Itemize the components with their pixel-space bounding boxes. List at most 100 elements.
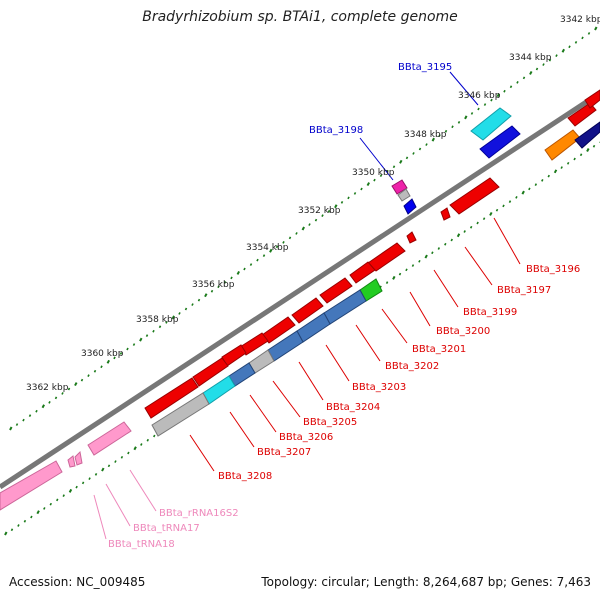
tick-mark	[581, 36, 584, 40]
tick-mark	[107, 464, 111, 468]
tick-mark	[43, 507, 46, 510]
tick-mark	[30, 515, 33, 519]
tick-mark	[56, 498, 59, 502]
tick-mark	[15, 423, 19, 426]
tick-mark	[152, 329, 155, 333]
tick-mark	[451, 125, 454, 129]
tick-mark	[489, 211, 493, 216]
gene-label: BBta_3205	[303, 417, 357, 428]
gene-label: BBta_3204	[326, 402, 380, 413]
tick-mark	[210, 289, 214, 293]
tick-mark	[106, 359, 110, 364]
scale-label: 3358 kbp	[136, 315, 179, 325]
tick-mark	[61, 392, 64, 395]
tick-mark	[184, 307, 188, 311]
tick-mark	[541, 178, 544, 182]
gene-arrow	[192, 357, 229, 387]
tick-mark	[87, 374, 90, 378]
tick-mark	[146, 438, 149, 442]
label-leader-line	[229, 411, 255, 448]
tick-mark	[405, 268, 408, 272]
tick-mark	[295, 232, 298, 235]
tick-mark	[49, 502, 52, 506]
tick-mark	[269, 248, 273, 253]
tick-mark	[553, 169, 558, 174]
tick-mark	[502, 204, 505, 208]
tick-mark	[438, 134, 441, 138]
tick-mark	[140, 443, 143, 446]
gene-arrow	[151, 392, 210, 437]
label-leader-line	[433, 269, 459, 308]
tick-mark	[301, 226, 305, 231]
tick-mark	[36, 510, 40, 515]
tick-mark	[411, 264, 415, 267]
tick-mark	[542, 63, 545, 66]
tick-mark	[529, 70, 533, 75]
tick-mark	[93, 369, 97, 373]
tick-mark	[508, 200, 512, 204]
gene-label: BBta_3202	[385, 361, 439, 372]
gene-label: BBta_3206	[279, 432, 333, 443]
tick-mark	[398, 272, 402, 276]
tick-mark	[521, 190, 525, 195]
tick-mark	[119, 352, 123, 355]
outer-tick-track	[9, 26, 598, 431]
tick-mark	[444, 129, 448, 133]
tick-mark	[477, 107, 480, 111]
scale-label: 3356 kbp	[192, 280, 235, 290]
tick-mark	[469, 225, 473, 229]
gene-label: BBta_3203	[352, 382, 406, 393]
tick-mark	[74, 382, 78, 387]
gene-arrow	[87, 421, 132, 456]
tick-mark	[158, 325, 162, 329]
gene-arrow	[397, 188, 411, 202]
tick-mark	[171, 315, 175, 320]
gene-arrow	[67, 455, 76, 468]
label-leader-line	[105, 483, 131, 527]
tick-mark	[482, 217, 486, 221]
gene-arrow	[319, 277, 353, 304]
gene-arrow	[349, 261, 376, 284]
gene-label: BBta_tRNA18	[108, 539, 175, 550]
tick-mark	[153, 434, 156, 438]
tick-mark	[94, 472, 98, 476]
tick-mark	[464, 115, 468, 120]
tick-mark	[522, 76, 526, 80]
tick-mark	[145, 334, 149, 338]
gene-arrow	[406, 231, 417, 244]
tick-mark	[35, 409, 38, 413]
gene-label: BBta_3198	[309, 125, 363, 136]
tick-mark	[9, 426, 13, 431]
tick-mark	[17, 524, 20, 527]
tick-mark	[23, 519, 27, 523]
gene-arrow	[584, 89, 600, 109]
tick-mark	[360, 187, 363, 191]
label-leader-line	[298, 361, 324, 401]
tick-mark	[560, 166, 563, 169]
tick-mark	[379, 174, 383, 178]
tick-mark	[28, 414, 32, 418]
gene-arrow	[367, 242, 406, 272]
topology-text: Topology: circular; Length: 8,264,687 bp…	[261, 575, 591, 589]
tick-mark	[223, 280, 227, 284]
gene-label: BBta_3201	[412, 344, 466, 355]
gene-arrow	[144, 377, 199, 419]
label-leader-line	[449, 71, 479, 106]
tick-mark	[347, 196, 350, 200]
label-leader-line	[359, 137, 394, 181]
gene-features	[0, 89, 600, 511]
gene-label: BBta_tRNA17	[133, 523, 200, 534]
tick-mark	[425, 143, 428, 146]
tick-mark	[424, 254, 428, 259]
genome-backbone	[0, 90, 600, 490]
tick-mark	[327, 209, 331, 213]
tick-mark	[483, 103, 487, 106]
tick-mark	[48, 400, 51, 404]
tick-mark	[236, 270, 240, 275]
tick-mark	[528, 187, 531, 191]
map-title: Bradyrhizobium sp. BTAi1, complete genom…	[142, 9, 458, 25]
gene-arrow	[291, 297, 324, 324]
tick-mark	[534, 183, 538, 186]
tick-mark	[262, 254, 266, 258]
gene-arrow	[567, 102, 597, 127]
